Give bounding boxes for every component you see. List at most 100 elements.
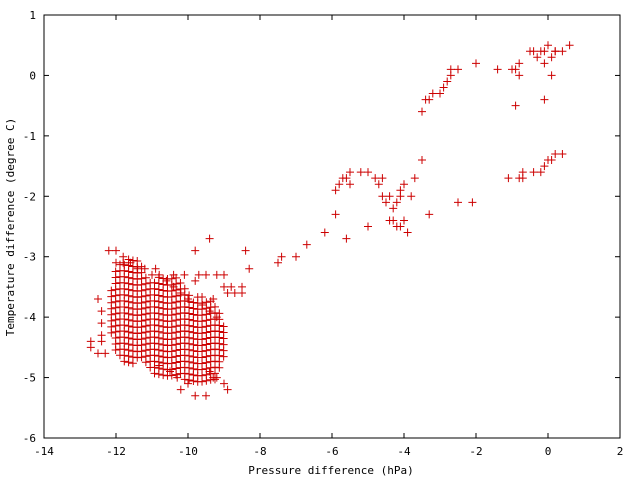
data-point <box>533 53 542 62</box>
data-point <box>219 352 228 361</box>
data-point <box>141 358 150 367</box>
data-point <box>198 377 207 386</box>
data-point <box>385 192 394 201</box>
data-point <box>205 234 214 243</box>
x-tick-label: 0 <box>545 445 552 458</box>
data-point <box>172 370 181 379</box>
data-point <box>230 288 239 297</box>
data-point <box>396 192 405 201</box>
data-point <box>410 174 419 183</box>
data-point <box>189 377 198 386</box>
x-tick-label: -2 <box>469 445 482 458</box>
y-tick-label: -5 <box>23 372 36 385</box>
data-point <box>202 376 211 385</box>
data-point <box>202 270 210 279</box>
data-point <box>223 385 232 394</box>
data-point <box>154 370 163 379</box>
data-point <box>425 210 434 219</box>
data-point <box>374 180 383 189</box>
data-point <box>392 222 401 231</box>
data-point <box>215 363 224 372</box>
data-point <box>97 319 106 328</box>
data-point <box>346 168 354 177</box>
data-point <box>544 41 552 50</box>
data-point <box>220 270 228 279</box>
data-point <box>418 107 426 116</box>
data-point <box>331 186 340 195</box>
data-point <box>128 359 137 368</box>
x-axis-label: Pressure difference (hPa) <box>248 464 414 477</box>
data-point <box>536 168 545 177</box>
data-point <box>97 331 106 340</box>
data-point <box>508 65 516 74</box>
data-point <box>536 47 545 56</box>
data-point <box>202 391 210 400</box>
data-point <box>364 168 372 177</box>
data-point <box>94 349 102 358</box>
data-point <box>518 168 527 177</box>
data-point <box>335 180 344 189</box>
data-point <box>292 252 300 261</box>
data-point <box>547 53 556 62</box>
data-point <box>338 174 347 183</box>
data-point <box>378 192 387 201</box>
data-point <box>540 95 549 104</box>
y-tick-label: -1 <box>23 130 36 143</box>
data-point <box>403 228 412 237</box>
data-point <box>104 246 113 255</box>
data-point <box>86 343 95 352</box>
x-tick-label: -12 <box>106 445 126 458</box>
data-point <box>565 41 574 50</box>
data-point <box>274 258 282 267</box>
data-point <box>382 198 390 207</box>
data-point <box>220 379 228 388</box>
data-point <box>558 149 567 158</box>
data-point <box>331 210 340 219</box>
data-point <box>238 288 246 297</box>
data-point <box>191 246 200 255</box>
data-point <box>544 156 552 165</box>
data-point <box>120 357 129 366</box>
x-tick-label: -14 <box>34 445 54 458</box>
data-point <box>439 83 448 92</box>
data-point <box>493 65 502 74</box>
data-point <box>302 240 311 249</box>
data-point <box>211 375 219 384</box>
data-point <box>526 47 534 56</box>
plot-frame <box>43 14 621 439</box>
x-tick-label: -10 <box>178 445 198 458</box>
data-point <box>111 346 120 355</box>
data-point <box>443 77 452 86</box>
data-point <box>101 349 110 358</box>
data-point <box>227 282 236 291</box>
y-tick-label: -4 <box>23 311 37 324</box>
data-point <box>515 174 524 183</box>
x-tick-label: -6 <box>325 445 338 458</box>
data-point <box>364 222 372 231</box>
data-point <box>378 174 387 183</box>
data-point <box>356 168 365 177</box>
data-point <box>385 216 394 225</box>
data-point <box>97 307 106 316</box>
data-point <box>191 276 200 285</box>
y-tick-label: 1 <box>29 9 36 22</box>
data-point <box>212 270 221 279</box>
data-point <box>151 264 160 273</box>
data-point <box>371 174 380 183</box>
x-tick-label: -8 <box>253 445 266 458</box>
data-point <box>400 216 408 225</box>
data-point <box>342 234 351 243</box>
data-point <box>112 258 120 267</box>
data-point <box>540 162 549 171</box>
data-point <box>184 379 192 388</box>
data-point <box>176 385 185 394</box>
data-point <box>277 252 286 261</box>
tick-labels: -14 -12 -10 -8 -6 -4 -2 0 2-6-5-4-3-2-101 <box>23 9 624 458</box>
data-point <box>407 192 416 201</box>
data-point <box>223 288 232 297</box>
data-point <box>107 328 116 337</box>
data-point <box>400 180 408 189</box>
data-point <box>137 353 146 362</box>
y-tick-label: -2 <box>23 190 36 203</box>
